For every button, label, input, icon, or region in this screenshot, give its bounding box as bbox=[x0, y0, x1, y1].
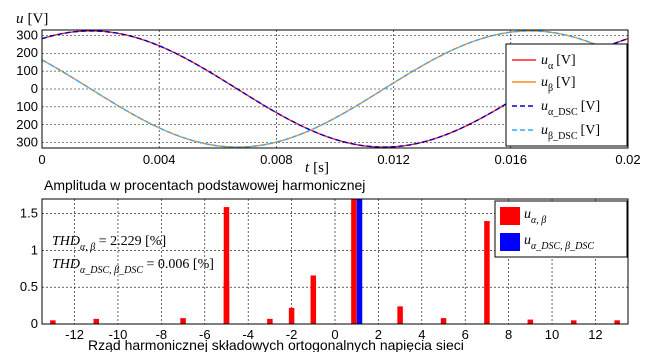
waveform-y-tick-label: 0 bbox=[31, 81, 38, 96]
legend-label-u-alpha-dsc: uα_DSC [V] bbox=[541, 99, 600, 118]
waveform-chart: u [V] 300 200 100 0 100 200 300 0 0.004 0.008 0.01… bbox=[16, 11, 641, 176]
waveform-y-ticks: 300 200 100 0 100 200 300 bbox=[16, 27, 38, 149]
spectrum-x-tick-label: 6 bbox=[462, 327, 469, 342]
legend-label-u-alpha: uα [V] bbox=[541, 53, 576, 72]
spectrum-x-tick-label: -6 bbox=[199, 327, 211, 342]
legend-swatch-u-dsc bbox=[500, 233, 520, 251]
spectrum-bar-raw bbox=[50, 320, 56, 324]
waveform-x-tick-label: 0 bbox=[38, 152, 45, 167]
legend-label-u-beta: uβ [V] bbox=[541, 75, 576, 94]
waveform-y-tick-label: 300 bbox=[16, 27, 38, 42]
legend-swatch-u-raw bbox=[500, 207, 520, 225]
spectrum-x-tick-label: 0 bbox=[331, 327, 338, 342]
spectrum-x-tick-label: 8 bbox=[505, 327, 512, 342]
spectrum-bars bbox=[50, 199, 620, 324]
spectrum-bar-raw bbox=[484, 221, 490, 324]
waveform-x-tick-label: 0.004 bbox=[143, 152, 176, 167]
waveform-y-tick-label: 200 bbox=[16, 45, 38, 60]
legend-entry-u-raw: uα, β bbox=[500, 207, 546, 226]
spectrum-x-tick-label: -8 bbox=[156, 327, 168, 342]
legend-entry-u-dsc: uα_DSC, β_DSC bbox=[500, 233, 594, 252]
spectrum-bar-dsc bbox=[356, 199, 363, 324]
spectrum-x-tick-label: 12 bbox=[588, 327, 602, 342]
thd-annotation-dsc: THDα_DSC, β_DSC = 0.006 [%] bbox=[52, 257, 214, 276]
waveform-series-dsc-line bbox=[41, 30, 629, 148]
waveform-y-tick-label: 100 bbox=[16, 63, 38, 78]
spectrum-bar-raw bbox=[397, 306, 403, 324]
waveform-y-tick-label: 100 bbox=[16, 99, 38, 114]
spectrum-bar-raw bbox=[223, 281, 230, 324]
legend-label-u-beta-dsc: uβ_DSC [V] bbox=[541, 123, 600, 142]
spectrum-bar-raw bbox=[93, 318, 100, 324]
spectrum-x-tick-label: -10 bbox=[109, 327, 128, 342]
thd-annotation-raw: THDα, β = 2.229 [%] bbox=[52, 234, 166, 253]
legend-entry-u-beta-dsc: uβ_DSC [V] bbox=[512, 123, 600, 142]
spectrum-y-tick-label: 1.5 bbox=[20, 206, 38, 221]
legend-entry-u-alpha-dsc: uα_DSC [V] bbox=[512, 99, 600, 118]
spectrum-plot-frame bbox=[41, 198, 629, 325]
spectrum-bar-raw bbox=[440, 318, 447, 324]
spectrum-y-tick-label: 0 bbox=[31, 316, 38, 331]
spectrum-y-ticks: 0 0.5 1 1.5 bbox=[20, 206, 38, 331]
legend-entry-u-beta: uβ [V] bbox=[512, 75, 576, 94]
spectrum-x-tick-label: 10 bbox=[545, 327, 559, 342]
waveform-x-tick-label: 0.016 bbox=[495, 152, 528, 167]
spectrum-bar-raw bbox=[288, 307, 295, 324]
spectrum-bar-raw bbox=[527, 319, 534, 324]
spectrum-bar-raw bbox=[351, 199, 357, 324]
spectrum-chart: Amplituda w procentach podstawowej harmo… bbox=[20, 177, 629, 352]
spectrum-title: Amplituda w procentach podstawowej harmo… bbox=[44, 177, 365, 193]
waveform-plot-frame bbox=[41, 29, 629, 149]
spectrum-x-tick-label: -4 bbox=[242, 327, 254, 342]
spectrum-x-tick-label: -12 bbox=[65, 327, 84, 342]
spectrum-x-tick-label: -2 bbox=[286, 327, 298, 342]
spectrum-bar-raw bbox=[310, 275, 317, 324]
waveform-y-tick-label: 300 bbox=[16, 135, 38, 150]
spectrum-x-tick-label: 2 bbox=[375, 327, 382, 342]
waveform-y-axis-label: u [V] bbox=[16, 11, 48, 27]
waveform-legend: uα [V] uβ [V] uα_DSC [V] uβ_DSC [V] bbox=[505, 43, 628, 147]
waveform-grid bbox=[41, 30, 629, 148]
waveform-x-tick-label: 0.012 bbox=[377, 152, 410, 167]
spectrum-y-tick-label: 1 bbox=[31, 242, 38, 257]
spectrum-bar-raw bbox=[614, 320, 620, 324]
spectrum-bar-raw bbox=[223, 207, 230, 324]
spectrum-x-ticks: -12 -10 -8 -6 -4 -2 0 2 4 6 8 10 12 bbox=[65, 327, 603, 342]
waveform-x-axis-label: t [s] bbox=[305, 160, 329, 176]
legend-label-u-raw: uα, β bbox=[524, 207, 546, 226]
waveform-x-tick-label: 0.02 bbox=[615, 152, 640, 167]
spectrum-x-tick-label: 4 bbox=[418, 327, 425, 342]
spectrum-y-tick-label: 0.5 bbox=[20, 279, 38, 294]
waveform-y-tick-label: 200 bbox=[16, 117, 38, 132]
legend-label-u-dsc: uα_DSC, β_DSC bbox=[524, 233, 594, 252]
waveform-legend-box bbox=[505, 43, 628, 147]
spectrum-x-axis-label: Rząd harmonicznej składowych ortogonalny… bbox=[88, 337, 464, 352]
waveform-x-ticks: 0 0.004 0.008 0.012 0.016 0.02 bbox=[38, 152, 640, 167]
legend-entry-u-alpha: uα [V] bbox=[512, 53, 576, 72]
spectrum-legend: uα, β uα_DSC, β_DSC bbox=[494, 200, 628, 258]
spectrum-bar-raw bbox=[570, 320, 577, 324]
waveform-x-tick-label: 0.008 bbox=[260, 152, 293, 167]
spectrum-bar-raw bbox=[267, 318, 273, 324]
spectrum-bar-raw bbox=[180, 318, 186, 324]
